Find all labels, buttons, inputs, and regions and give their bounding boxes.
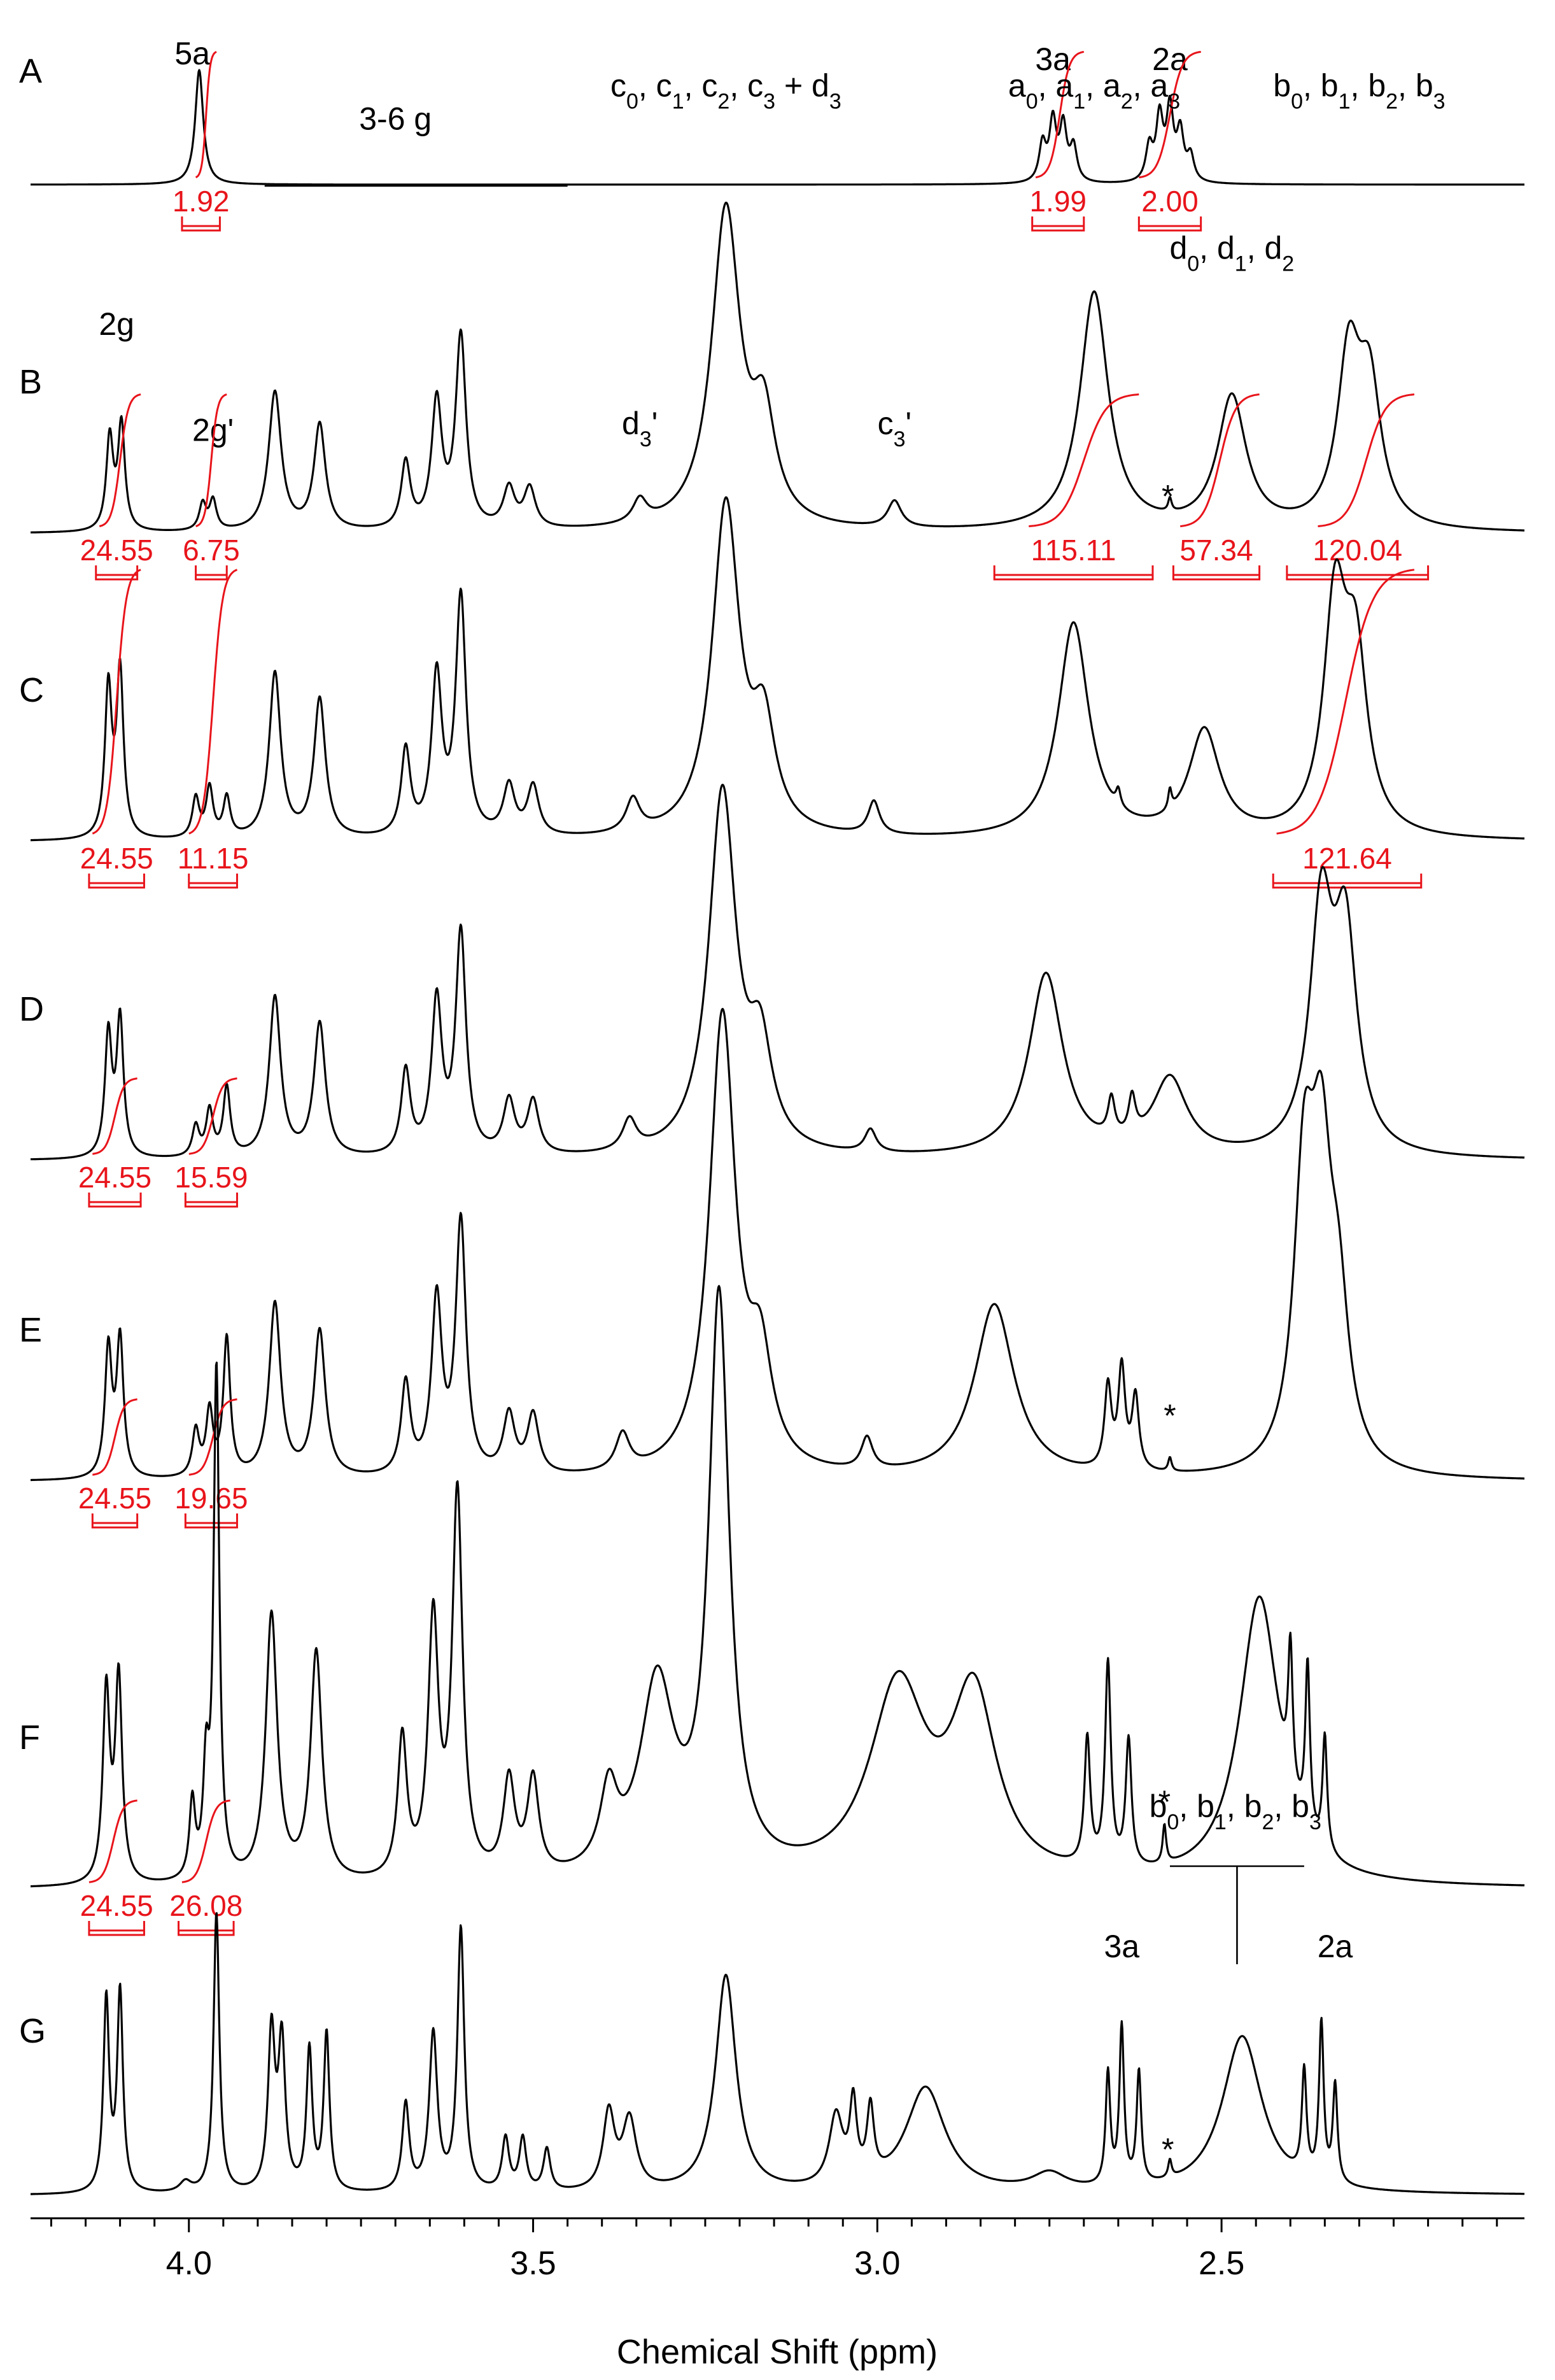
panel-label: A xyxy=(19,52,42,90)
peak-label: b0, b1, b2, b3 xyxy=(1273,68,1445,114)
integral-bracket xyxy=(181,216,221,232)
integral-value: 2.00 xyxy=(1141,185,1199,218)
integral-value: 121.64 xyxy=(1302,842,1392,875)
integral-bracket xyxy=(1272,874,1423,889)
integral-bracket xyxy=(178,1921,235,1936)
panel-label: F xyxy=(19,1718,40,1757)
integral-value: 57.34 xyxy=(1179,534,1253,567)
peak-label: 2a xyxy=(1318,1929,1353,1964)
peak-label: a0, a1, a2, a3 xyxy=(1008,68,1180,114)
tick-label: 3.0 xyxy=(854,2245,900,2282)
tick-label: 4.0 xyxy=(166,2245,212,2282)
panel-D: D 24.55 15.59 xyxy=(19,783,1525,1208)
integral-bracket xyxy=(993,565,1154,581)
integral-curve xyxy=(92,1398,137,1476)
peak-label: * xyxy=(1162,478,1174,514)
integral-value: 120.04 xyxy=(1312,534,1402,567)
spectrum-trace xyxy=(30,69,1525,186)
integral-bracket xyxy=(1031,216,1085,232)
panel-label: E xyxy=(19,1311,42,1349)
integral-bracket xyxy=(88,874,145,889)
peak-label: * xyxy=(1162,2132,1174,2167)
peak-label: * xyxy=(1158,1784,1171,1820)
x-axis-title: Chemical Shift (ppm) xyxy=(617,2333,938,2371)
integral-curve xyxy=(1029,393,1139,528)
integral-curve xyxy=(1035,50,1085,179)
spectrum-trace xyxy=(30,1285,1525,1888)
integral-bracket xyxy=(195,565,228,581)
integral-value: 19.65 xyxy=(174,1482,248,1515)
integral-value: 24.55 xyxy=(80,842,153,875)
spectrum-trace xyxy=(30,783,1525,1161)
x-axis-ticks: 4.0 3.5 3.0 2.5 xyxy=(50,2218,1498,2282)
integral-curve xyxy=(188,569,238,835)
peak-label: d0, d1, d2 xyxy=(1169,230,1294,276)
spectrum-trace xyxy=(30,1912,1525,2195)
peak-label: 5a xyxy=(174,36,210,71)
integral-curve xyxy=(99,393,141,528)
integral-value: 26.08 xyxy=(169,1889,243,1922)
integral-curve xyxy=(92,569,141,835)
peak-label: 3a xyxy=(1035,41,1071,77)
peak-label: 2g xyxy=(99,306,134,342)
panel-label: C xyxy=(19,671,44,709)
integral-bracket xyxy=(188,874,238,889)
spectrum-trace xyxy=(30,201,1525,534)
tick-label: 3.5 xyxy=(510,2245,556,2282)
integral-bracket xyxy=(1286,565,1430,581)
integral-curve xyxy=(1318,393,1415,528)
panel-G: G 3a * b0, b1, b2, b3 2a xyxy=(19,1789,1525,2195)
panel-label: G xyxy=(19,2012,46,2050)
panel-E: E * 24.55 19.65 xyxy=(19,1008,1525,1529)
integral-value: 1.92 xyxy=(172,185,230,218)
integral-curve xyxy=(195,393,227,528)
integral-bracket xyxy=(88,1193,142,1208)
peak-label: 3a xyxy=(1104,1929,1139,1964)
integral-value: 115.11 xyxy=(1031,534,1116,567)
integral-value: 24.55 xyxy=(78,1161,151,1194)
integral-value: 11.15 xyxy=(178,842,249,875)
integral-bracket xyxy=(184,1513,238,1529)
integral-value: 6.75 xyxy=(183,534,240,567)
peak-label: d3' xyxy=(622,406,658,451)
panel-F: F * 24.55 26.08 xyxy=(19,1285,1525,1936)
integral-value: 24.55 xyxy=(80,1889,153,1922)
integral-curve xyxy=(92,1077,137,1155)
integral-curve xyxy=(188,1077,237,1155)
integral-value: 15.59 xyxy=(174,1161,248,1194)
panel-label: D xyxy=(19,990,44,1028)
panel-A: A 5a 3a 2a 1.92 1.99 2.00 xyxy=(19,36,1525,232)
peak-label: * xyxy=(1164,1398,1176,1434)
integral-value: 24.55 xyxy=(80,534,153,567)
integral-value: 1.99 xyxy=(1029,185,1087,218)
integral-bracket xyxy=(95,565,139,581)
panel-label: B xyxy=(19,363,42,401)
integral-curve xyxy=(181,1799,230,1883)
spectrum-trace xyxy=(30,1008,1525,1482)
integral-bracket xyxy=(91,1513,139,1529)
spectrum-trace xyxy=(30,496,1525,842)
peak-label: c0, c1, c2, c3 + d3 xyxy=(610,68,841,114)
integral-curve xyxy=(195,51,217,178)
integral-value: 24.55 xyxy=(78,1482,151,1515)
peak-label: 3-6 g xyxy=(359,101,432,137)
panel-C: C 24.55 11.15 121.64 xyxy=(19,496,1525,889)
tick-label: 2.5 xyxy=(1199,2245,1244,2282)
peak-label: b0, b1, b2, b3 xyxy=(1150,1789,1321,1834)
peak-label: 2a xyxy=(1152,41,1188,77)
peak-label: c3' xyxy=(878,406,911,451)
integral-bracket xyxy=(1137,216,1202,232)
integral-bracket xyxy=(1172,565,1261,581)
integral-curve xyxy=(88,1799,137,1883)
integral-curve xyxy=(1139,50,1201,179)
integral-bracket xyxy=(88,1921,145,1936)
x-axis: 4.0 3.5 3.0 2.5 Chemical Shift (ppm) xyxy=(31,2217,1524,2371)
integral-curve xyxy=(188,1398,237,1476)
integral-curve xyxy=(1276,569,1415,835)
integral-curve xyxy=(1179,393,1260,528)
integral-bracket xyxy=(184,1193,238,1208)
